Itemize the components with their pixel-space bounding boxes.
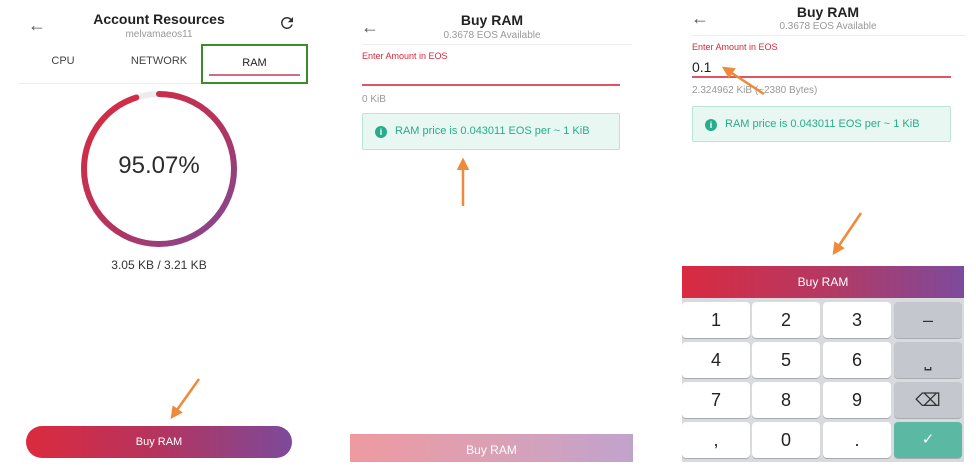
divider <box>692 35 966 36</box>
amount-label: Enter Amount in EOS <box>362 51 448 61</box>
account-name: melvamaeos11 <box>125 29 193 40</box>
info-icon: i <box>375 126 387 138</box>
input-underline <box>362 84 620 86</box>
kib-estimate: 2.324962 KiB (~2380 Bytes) <box>692 85 818 96</box>
eos-available: 0.3678 EOS Available <box>443 30 541 41</box>
numeric-keypad: 1 2 3 – 4 5 6 ⎵ 7 8 9 ⌫ , 0 . ✓ <box>682 298 964 462</box>
space-key-icon[interactable]: ⎵ <box>894 342 962 378</box>
ram-price-info: i RAM price is 0.043011 EOS per ~ 1 KiB <box>362 113 620 150</box>
amount-input[interactable] <box>692 57 950 77</box>
resource-tabs: CPU NETWORK RAM <box>18 44 308 84</box>
key-2[interactable]: 2 <box>752 302 820 338</box>
ram-price-text: RAM price is 0.043011 EOS per ~ 1 KiB <box>725 118 920 130</box>
tab-cpu[interactable]: CPU <box>28 44 98 84</box>
refresh-icon[interactable] <box>278 14 296 32</box>
ram-percent: 95.07% <box>118 152 200 179</box>
divider <box>362 44 632 45</box>
amount-label: Enter Amount in EOS <box>692 42 778 52</box>
key-4[interactable]: 4 <box>682 342 750 378</box>
buy-ram-screen-filled: ← Buy RAM 0.3678 EOS Available Enter Amo… <box>680 0 976 474</box>
key-dot[interactable]: . <box>823 422 891 458</box>
ram-price-text: RAM price is 0.043011 EOS per ~ 1 KiB <box>395 125 590 137</box>
back-arrow-icon[interactable]: ← <box>28 15 46 35</box>
ram-usage-ring <box>81 91 237 247</box>
buy-ram-button[interactable]: Buy RAM <box>350 434 633 462</box>
key-comma[interactable]: , <box>682 422 750 458</box>
eos-available: 0.3678 EOS Available <box>779 21 877 32</box>
active-tab-underline <box>209 74 300 76</box>
key-8[interactable]: 8 <box>752 382 820 418</box>
backspace-icon[interactable]: ⌫ <box>894 382 962 418</box>
key-9[interactable]: 9 <box>823 382 891 418</box>
done-check-icon[interactable]: ✓ <box>894 422 962 458</box>
key-7[interactable]: 7 <box>682 382 750 418</box>
tab-ram[interactable]: RAM <box>201 44 308 84</box>
tab-label: RAM <box>242 57 267 69</box>
ram-price-info: i RAM price is 0.043011 EOS per ~ 1 KiB <box>692 106 951 142</box>
account-resources-screen: ← Account Resources melvamaeos11 CPU NET… <box>0 0 318 474</box>
key-minus[interactable]: – <box>894 302 962 338</box>
tab-network[interactable]: NETWORK <box>118 44 200 84</box>
key-0[interactable]: 0 <box>752 422 820 458</box>
amount-input[interactable] <box>362 64 620 84</box>
back-arrow-icon[interactable]: ← <box>691 8 709 28</box>
tab-label: CPU <box>51 55 75 67</box>
page-title: Buy RAM <box>796 4 860 20</box>
key-1[interactable]: 1 <box>682 302 750 338</box>
buy-ram-screen-empty: ← Buy RAM 0.3678 EOS Available Enter Amo… <box>348 0 636 474</box>
key-3[interactable]: 3 <box>823 302 891 338</box>
tab-label: NETWORK <box>130 55 188 67</box>
page-title: Buy RAM <box>460 12 524 28</box>
key-6[interactable]: 6 <box>823 342 891 378</box>
ring-progress <box>81 91 237 247</box>
ram-usage-text: 3.05 KB / 3.21 KB <box>111 258 207 272</box>
input-underline <box>692 76 951 78</box>
key-5[interactable]: 5 <box>752 342 820 378</box>
buy-ram-button[interactable]: Buy RAM <box>26 426 292 458</box>
page-title: Account Resources <box>93 11 225 27</box>
buy-ram-button[interactable]: Buy RAM <box>682 266 964 298</box>
kib-estimate: 0 KiB <box>362 94 386 105</box>
back-arrow-icon[interactable]: ← <box>361 17 379 37</box>
info-icon: i <box>705 119 717 131</box>
